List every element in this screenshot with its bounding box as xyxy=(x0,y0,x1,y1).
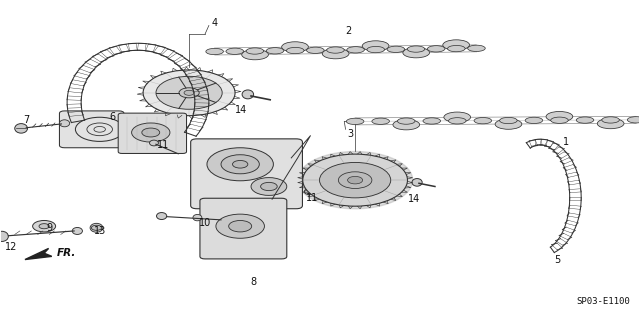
Ellipse shape xyxy=(474,117,492,124)
Text: 11: 11 xyxy=(306,193,319,203)
Circle shape xyxy=(184,90,194,95)
Ellipse shape xyxy=(60,120,70,127)
FancyBboxPatch shape xyxy=(60,111,124,148)
Circle shape xyxy=(228,220,252,232)
Ellipse shape xyxy=(15,123,28,133)
Text: 12: 12 xyxy=(4,242,17,252)
Ellipse shape xyxy=(347,47,364,53)
Ellipse shape xyxy=(150,140,159,146)
Ellipse shape xyxy=(468,45,485,51)
Ellipse shape xyxy=(266,48,284,54)
FancyBboxPatch shape xyxy=(200,198,287,259)
FancyBboxPatch shape xyxy=(191,139,303,209)
Text: 2: 2 xyxy=(346,26,352,36)
Text: 14: 14 xyxy=(408,194,420,204)
Circle shape xyxy=(232,160,248,168)
Ellipse shape xyxy=(495,119,522,129)
Circle shape xyxy=(216,214,264,238)
Ellipse shape xyxy=(282,42,308,52)
Circle shape xyxy=(86,122,114,136)
Ellipse shape xyxy=(287,48,304,54)
Text: 1: 1 xyxy=(563,137,569,147)
Circle shape xyxy=(142,128,160,137)
Circle shape xyxy=(143,70,235,116)
Circle shape xyxy=(319,162,391,198)
Ellipse shape xyxy=(372,118,390,124)
Ellipse shape xyxy=(576,117,594,123)
Ellipse shape xyxy=(242,90,253,99)
Text: 7: 7 xyxy=(23,115,29,125)
Ellipse shape xyxy=(444,112,470,122)
Ellipse shape xyxy=(423,118,440,124)
Text: 14: 14 xyxy=(236,105,248,115)
Ellipse shape xyxy=(428,46,445,52)
Ellipse shape xyxy=(550,117,568,123)
Ellipse shape xyxy=(397,118,415,124)
Ellipse shape xyxy=(627,117,640,123)
Ellipse shape xyxy=(242,49,268,60)
Ellipse shape xyxy=(206,48,223,55)
Ellipse shape xyxy=(412,179,422,186)
Text: 5: 5 xyxy=(554,255,561,264)
Text: 3: 3 xyxy=(348,129,354,139)
Ellipse shape xyxy=(500,117,517,124)
Circle shape xyxy=(303,154,408,206)
Circle shape xyxy=(156,76,222,109)
Circle shape xyxy=(260,182,277,191)
Text: SP03-E1100: SP03-E1100 xyxy=(576,297,630,306)
Circle shape xyxy=(93,126,106,132)
FancyBboxPatch shape xyxy=(118,113,186,153)
Polygon shape xyxy=(298,152,413,209)
Ellipse shape xyxy=(443,40,470,50)
Circle shape xyxy=(221,155,259,174)
Text: FR.: FR. xyxy=(57,248,76,258)
Ellipse shape xyxy=(449,118,466,124)
Ellipse shape xyxy=(387,46,404,52)
Ellipse shape xyxy=(157,212,167,219)
Ellipse shape xyxy=(90,223,103,232)
Circle shape xyxy=(348,176,363,184)
Ellipse shape xyxy=(597,118,624,129)
Ellipse shape xyxy=(362,41,389,51)
Text: 9: 9 xyxy=(46,223,52,233)
Circle shape xyxy=(33,220,56,232)
Circle shape xyxy=(207,148,273,181)
Text: 13: 13 xyxy=(94,226,106,236)
Ellipse shape xyxy=(407,46,425,52)
Circle shape xyxy=(251,178,287,196)
Ellipse shape xyxy=(226,48,244,55)
Ellipse shape xyxy=(326,47,344,53)
Ellipse shape xyxy=(403,48,429,58)
Ellipse shape xyxy=(602,117,620,123)
Ellipse shape xyxy=(72,227,83,234)
Ellipse shape xyxy=(393,120,420,130)
Text: 4: 4 xyxy=(212,18,218,28)
Ellipse shape xyxy=(323,48,349,59)
Circle shape xyxy=(339,172,372,189)
Ellipse shape xyxy=(305,189,313,195)
Ellipse shape xyxy=(447,45,465,52)
Circle shape xyxy=(132,123,170,142)
Circle shape xyxy=(39,224,49,229)
Text: 10: 10 xyxy=(199,218,211,228)
Circle shape xyxy=(179,88,199,98)
Text: 6: 6 xyxy=(109,112,115,122)
Ellipse shape xyxy=(193,214,202,221)
Ellipse shape xyxy=(307,47,324,54)
Polygon shape xyxy=(25,249,52,260)
Ellipse shape xyxy=(346,118,364,124)
Text: 8: 8 xyxy=(250,277,256,287)
Ellipse shape xyxy=(0,231,8,241)
Ellipse shape xyxy=(367,46,385,53)
Ellipse shape xyxy=(246,48,264,54)
Text: 11: 11 xyxy=(157,140,170,150)
Ellipse shape xyxy=(546,111,573,122)
Ellipse shape xyxy=(525,117,543,123)
Circle shape xyxy=(92,225,102,230)
Circle shape xyxy=(76,117,124,141)
